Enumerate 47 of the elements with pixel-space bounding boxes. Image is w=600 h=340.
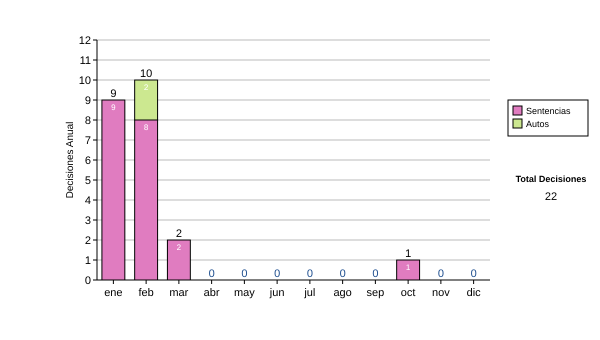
data-label: 9 [111, 103, 116, 112]
text: Total Decisiones [516, 174, 586, 184]
y-tick-label: 8 [84, 114, 91, 127]
x-tick-label: abr [204, 287, 220, 299]
x-tick-label: dic [466, 287, 482, 299]
y-tick-label: 7 [84, 134, 91, 147]
legend-label: Autos [526, 119, 550, 129]
x-tick-label: nov [432, 287, 450, 299]
x-tick-label: oct [400, 287, 416, 299]
total-label: 2 [176, 228, 182, 240]
data-label: 2 [176, 243, 182, 252]
y-tick-label: 3 [84, 214, 91, 227]
total-label: 0 [438, 268, 444, 280]
y-tick-label: 5 [84, 174, 91, 187]
x-tick-label: feb [138, 287, 154, 299]
y-tick-label: 4 [84, 194, 91, 207]
total-label: 10 [140, 68, 152, 80]
y-tick-label: 0 [84, 274, 91, 287]
legend-label: Sentencias [526, 106, 572, 116]
x-tick-label: jun [268, 287, 284, 299]
x-tick-label: sep [366, 287, 384, 299]
data-label: 8 [144, 123, 149, 132]
x-tick-label: ene [104, 287, 123, 299]
y-axis-title: Decisiones Anual [65, 122, 76, 198]
data-label: 2 [144, 83, 149, 92]
total-label: 0 [372, 268, 378, 280]
text: 22 [544, 191, 558, 203]
x-tick-label: jul [303, 287, 316, 299]
total-label: 0 [340, 268, 346, 280]
x-tick-label: may [234, 287, 256, 299]
x-tick-label: mar [169, 287, 189, 299]
y-tick-label: 6 [84, 154, 91, 167]
total-label: 0 [274, 268, 280, 280]
y-tick-label: 12 [78, 34, 91, 47]
data-label: 1 [406, 263, 411, 272]
y-tick-label: 2 [84, 234, 91, 247]
total-label: 0 [470, 268, 477, 280]
total-label: 0 [306, 268, 313, 280]
total-label: 1 [405, 248, 412, 260]
y-tick-label: 9 [84, 94, 91, 107]
x-tick-label: ago [333, 287, 352, 299]
y-tick-label: 11 [80, 54, 91, 67]
total-label: 0 [208, 268, 215, 280]
total-label: 0 [241, 268, 248, 280]
y-tick-label: 1 [84, 254, 91, 267]
y-tick-label: 10 [78, 74, 91, 87]
total-label: 9 [110, 88, 116, 100]
